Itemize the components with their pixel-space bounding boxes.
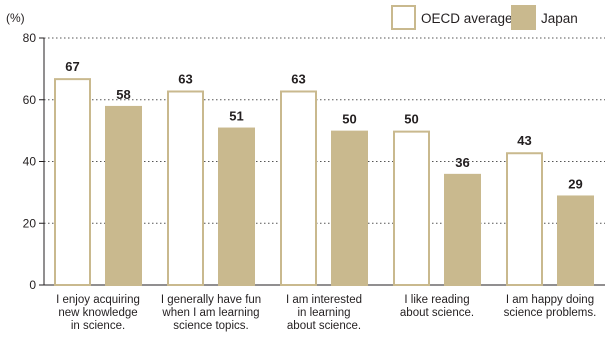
- category-label-2: I generally have fun when I am learning sc…: [161, 294, 261, 332]
- bar-oecd-3: [280, 90, 317, 286]
- value-label-japan-5: 29: [568, 176, 582, 191]
- bar-japan-4: [444, 173, 481, 287]
- value-label-oecd-5: 43: [517, 133, 531, 148]
- value-label-oecd-2: 63: [178, 71, 192, 86]
- legend: OECD average Japan: [391, 5, 578, 30]
- category-label-line: I like reading: [404, 294, 469, 306]
- category-label-line: new knowledge: [58, 307, 137, 319]
- legend-label-oecd: OECD average: [421, 11, 513, 26]
- bar-japan-1: [105, 105, 142, 286]
- category-label-line: when I am learning: [161, 307, 259, 319]
- y-tick-label-40: 40: [23, 155, 37, 169]
- value-label-oecd-3: 63: [291, 71, 305, 86]
- y-tick-label-60: 60: [23, 93, 37, 107]
- y-tick-label-0: 0: [29, 278, 36, 292]
- bar-oecd-4: [393, 130, 430, 286]
- category-label-3: I am interested in learning about science.: [286, 294, 362, 332]
- bars: [54, 78, 594, 287]
- value-label-oecd-4: 50: [404, 112, 418, 127]
- y-tick-label-80: 80: [23, 31, 37, 45]
- category-label-line: I generally have fun: [161, 294, 261, 306]
- category-label-line: about science.: [287, 320, 361, 332]
- legend-swatch-japan: [511, 5, 536, 30]
- bar-oecd-5: [506, 152, 543, 286]
- bar-japan-5: [557, 195, 594, 286]
- category-label-1: I enjoy acquiring new knowledge in science…: [56, 294, 140, 332]
- category-labels: I enjoy acquiring new knowledge in science…: [56, 294, 596, 332]
- legend-swatch-oecd: [391, 5, 416, 30]
- category-label-line: I enjoy acquiring: [56, 294, 140, 306]
- value-labels: 67 58 63 51 63 50 50 36 43 29: [65, 59, 582, 191]
- category-label-line: in learning: [297, 307, 350, 319]
- bar-oecd-1: [54, 78, 91, 286]
- category-label-line: I am happy doing: [506, 294, 594, 306]
- bar-oecd-2: [167, 90, 204, 286]
- bar-japan-2: [218, 127, 255, 286]
- category-label-line: about science.: [400, 307, 474, 319]
- legend-label-japan: Japan: [541, 11, 578, 26]
- category-label-line: I am interested: [286, 294, 362, 306]
- category-label-4: I like reading about science.: [400, 294, 474, 319]
- category-label-line: science problems.: [504, 307, 597, 319]
- bar-japan-3: [331, 130, 368, 286]
- value-label-japan-2: 51: [229, 109, 243, 124]
- category-label-line: science topics.: [173, 320, 248, 332]
- category-label-line: in science.: [71, 320, 125, 332]
- value-label-oecd-1: 67: [65, 59, 79, 74]
- y-tick-label-20: 20: [23, 216, 37, 230]
- y-axis-unit-label: (%): [6, 11, 25, 25]
- category-label-5: I am happy doing science problems.: [504, 294, 597, 319]
- value-label-japan-1: 58: [116, 87, 130, 102]
- value-label-japan-3: 50: [342, 112, 356, 127]
- value-label-japan-4: 36: [455, 155, 469, 170]
